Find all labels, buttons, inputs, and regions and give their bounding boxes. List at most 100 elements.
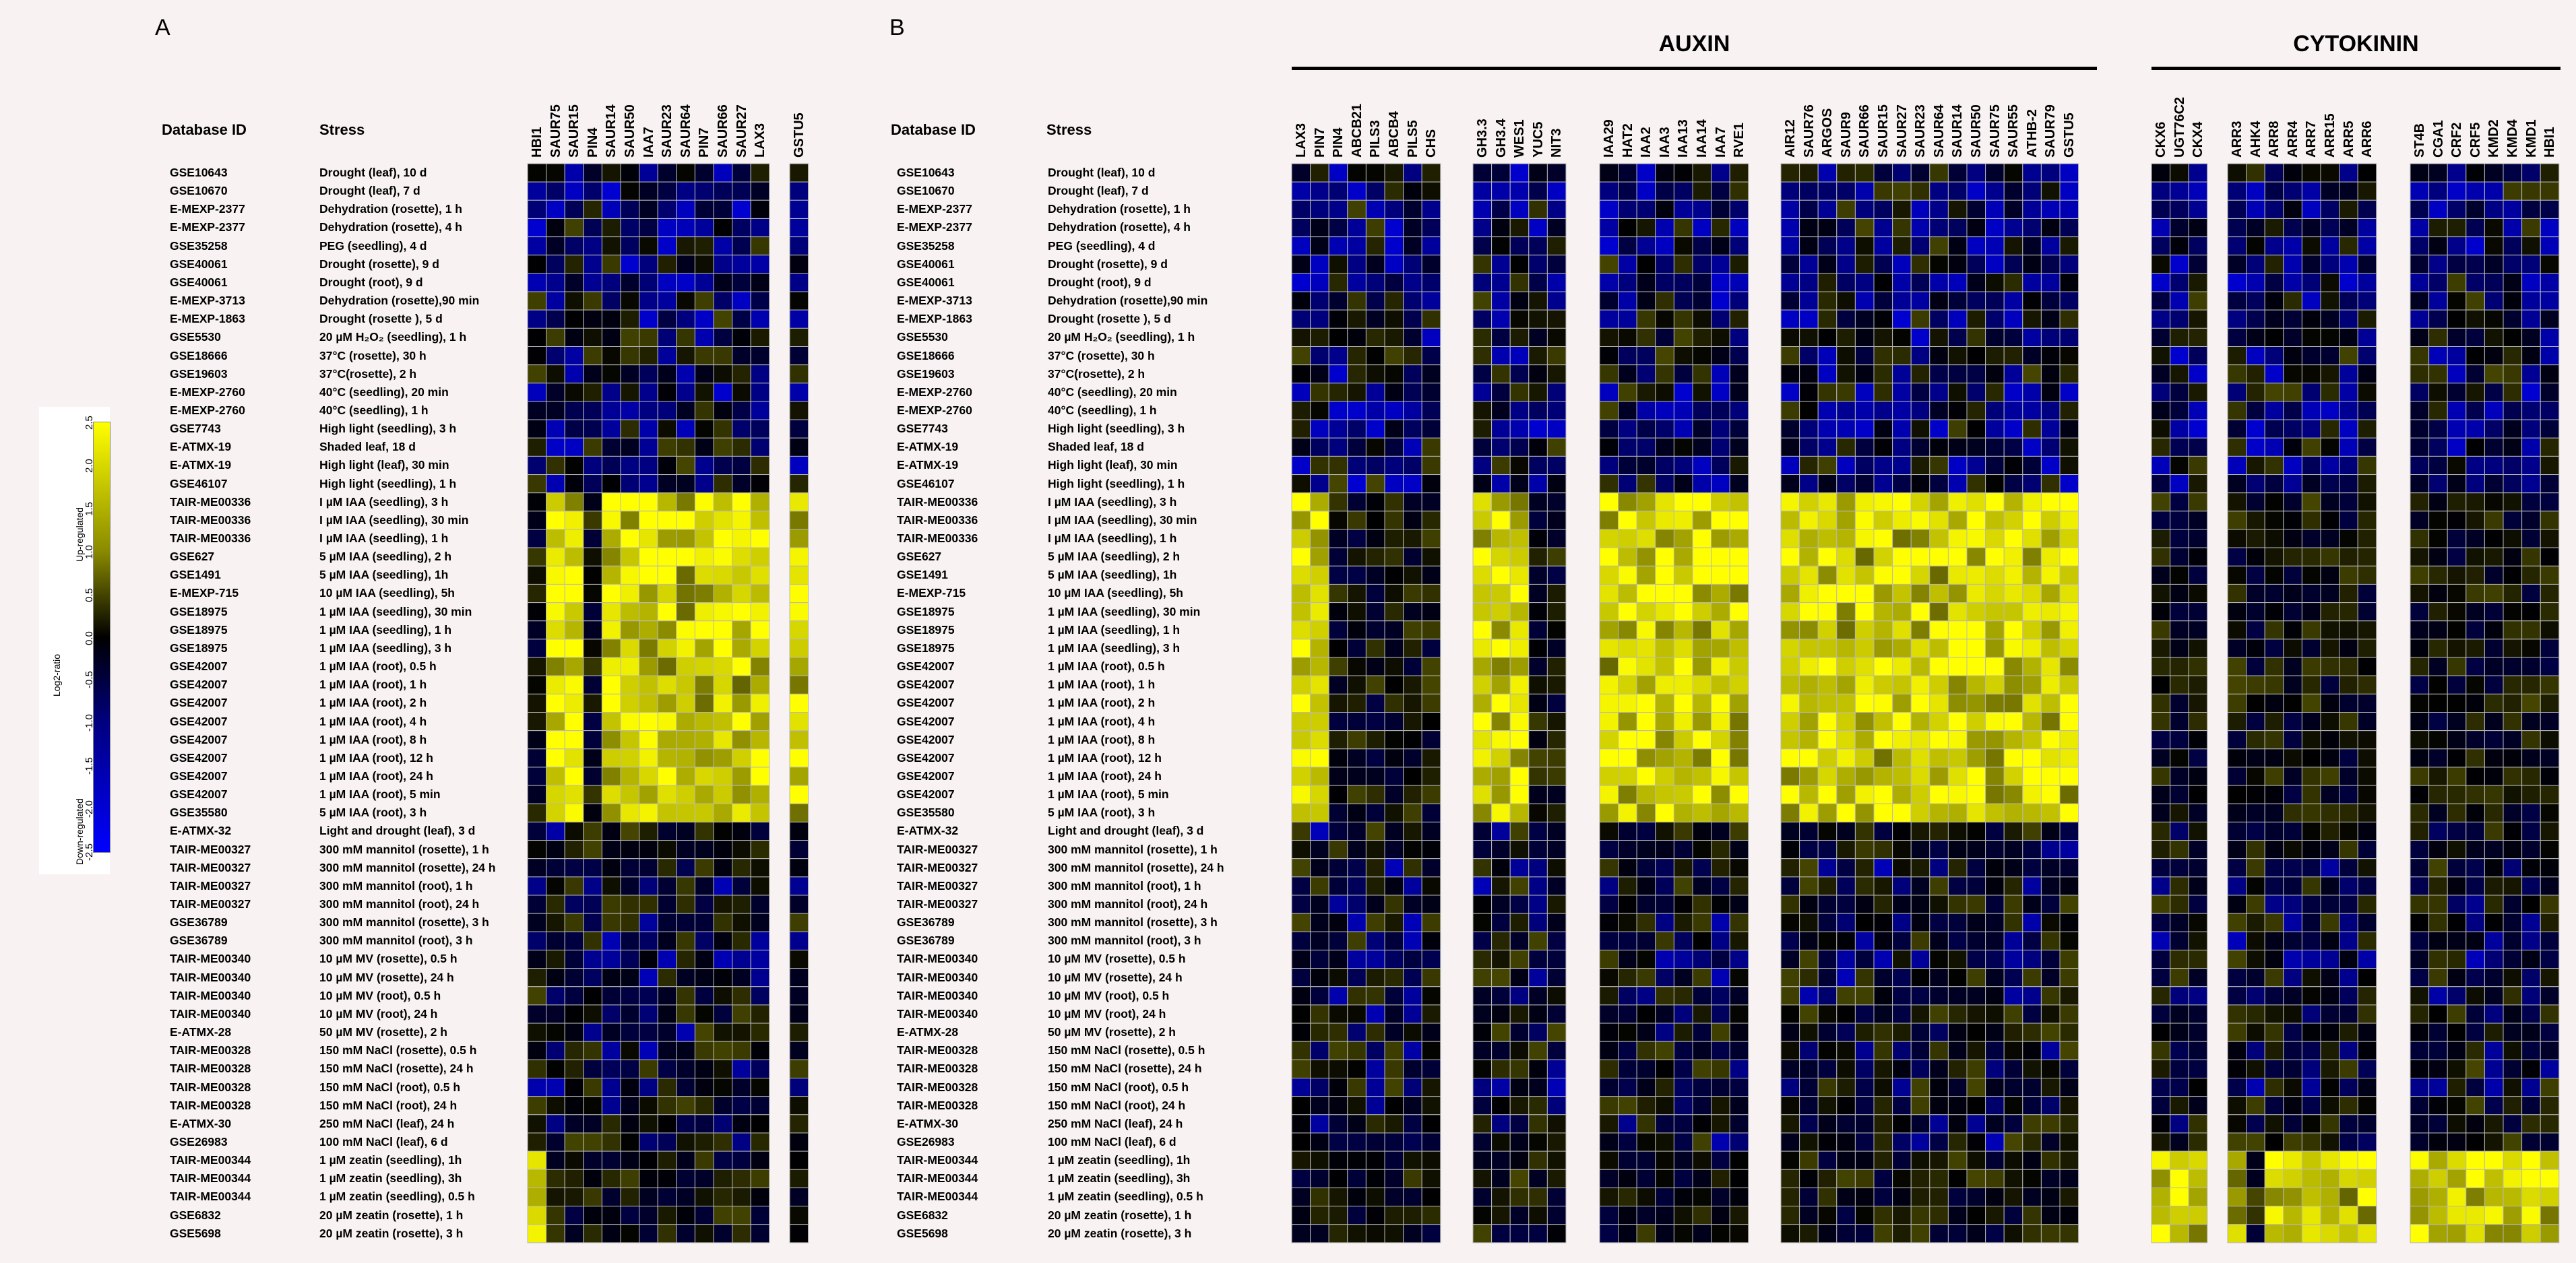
heatmap-cell (676, 767, 695, 786)
heatmap-cell (620, 255, 640, 274)
heatmap-cell (1599, 803, 1619, 822)
heatmap-cell (676, 583, 695, 604)
heatmap-cell (1310, 529, 1329, 548)
heatmap-cell (1692, 675, 1712, 694)
heatmap-cell (676, 968, 695, 987)
heatmap-cell (789, 620, 809, 640)
heatmap-cell (527, 547, 547, 566)
heatmap-cell (1636, 383, 1656, 402)
heatmap-cell (1729, 986, 1749, 1006)
heatmap-cell (2357, 858, 2377, 878)
heatmap-cell (2410, 474, 2430, 494)
heatmap-cell (1636, 455, 1656, 476)
heatmap-cell (2339, 419, 2358, 439)
heatmap-cell (1546, 1224, 1567, 1243)
heatmap-cell (639, 1151, 658, 1170)
heatmap-cell (1365, 602, 1385, 622)
heatmap-cell (1892, 383, 1912, 402)
row-database-id: E-ATMX-32 (897, 824, 959, 838)
heatmap-cell (1546, 620, 1567, 640)
heatmap-cell (2170, 327, 2189, 348)
heatmap-cell (1310, 565, 1329, 585)
heatmap-cell (2521, 1096, 2541, 1115)
heatmap-cell (2339, 913, 2358, 932)
heatmap-cell (2227, 163, 2247, 183)
row-stress: 1 µM IAA (root), 24 h (319, 769, 433, 783)
heatmap-cell (2447, 1004, 2467, 1024)
heatmap-cell (2484, 218, 2504, 238)
row-database-id: TAIR-ME00327 (897, 878, 978, 893)
heatmap-cell (2357, 181, 2377, 201)
heatmap-cell (1836, 455, 1856, 476)
heatmap-cell (564, 1004, 584, 1024)
heatmap-cell (1491, 181, 1511, 201)
heatmap-cell (2003, 383, 2023, 402)
heatmap-cell (1328, 273, 1348, 292)
heatmap-cell (694, 876, 714, 896)
heatmap-cell (2339, 236, 2358, 256)
heatmap-cell (1892, 163, 1912, 183)
heatmap-cell (1947, 1004, 1968, 1024)
heatmap-cell (1711, 949, 1730, 969)
heatmap-cell (639, 620, 658, 640)
heatmap-cell (750, 748, 770, 768)
heatmap-cell (2264, 986, 2284, 1006)
heatmap-cell (2264, 602, 2284, 622)
row-stress: 10 µM MV (rosette), 0.5 h (1048, 952, 1186, 966)
heatmap-cell (2339, 986, 2358, 1006)
heatmap-cell (1799, 748, 1819, 768)
heatmap-cell (2151, 1187, 2171, 1207)
heatmap-cell (713, 1023, 733, 1042)
heatmap-cell (2188, 1059, 2208, 1078)
row-stress: Shaded leaf, 18 d (1048, 440, 1144, 454)
heatmap-cell (1947, 1132, 1968, 1152)
heatmap-cell (713, 547, 733, 566)
heatmap-cell (2540, 291, 2560, 311)
heatmap-cell (676, 437, 695, 457)
heatmap-cell (1291, 419, 1311, 439)
heatmap-cell (2410, 986, 2430, 1006)
heatmap-cell (1655, 437, 1674, 457)
heatmap-cell (2003, 1206, 2023, 1225)
heatmap-cell (583, 657, 602, 676)
heatmap-cell (789, 547, 809, 566)
heatmap-cell (2428, 547, 2448, 566)
heatmap-cell (1780, 419, 1800, 439)
heatmap-cell (2301, 748, 2321, 768)
heatmap-cell (1403, 858, 1422, 878)
heatmap-cell (1384, 1169, 1404, 1188)
heatmap-cell (1472, 255, 1493, 274)
heatmap-cell (2357, 273, 2377, 292)
heatmap-cell (601, 511, 621, 530)
heatmap-cell (1509, 437, 1530, 457)
heatmap-cell (2283, 199, 2302, 219)
row-stress: 300 mM mannitol (rosette), 3 h (1048, 915, 1218, 930)
heatmap-cell (694, 1059, 714, 1078)
heatmap-cell (694, 511, 714, 530)
heatmap-cell (2246, 821, 2265, 841)
heatmap-cell (2003, 1169, 2023, 1188)
heatmap-cell (1618, 748, 1637, 768)
heatmap-cell (546, 767, 565, 786)
heatmap-cell (601, 1169, 621, 1188)
heatmap-cell (1472, 346, 1493, 366)
heatmap-cell (1799, 620, 1819, 640)
row-stress: 1 µM IAA (root), 4 h (319, 714, 427, 728)
heatmap-cell (2040, 1151, 2061, 1170)
heatmap-cell (2339, 748, 2358, 768)
heatmap-cell (657, 895, 677, 914)
heatmap-cell (1673, 639, 1693, 658)
row-stress: 20 µM H₂O₂ (seedling), 1 h (1048, 330, 1195, 344)
heatmap-cell (1985, 949, 2005, 969)
heatmap-cell (1910, 693, 1930, 713)
heatmap-cell (1985, 1041, 2005, 1060)
heatmap-cell (1384, 1078, 1404, 1097)
heatmap-cell (620, 1004, 640, 1024)
heatmap-cell (1365, 1004, 1385, 1024)
heatmap-cell (527, 327, 547, 348)
heatmap-cell (1873, 383, 1893, 402)
heatmap-cell (1711, 1096, 1730, 1115)
heatmap-cell (527, 181, 547, 201)
heatmap-cell (2040, 1059, 2061, 1078)
heatmap-cell (2484, 181, 2504, 201)
